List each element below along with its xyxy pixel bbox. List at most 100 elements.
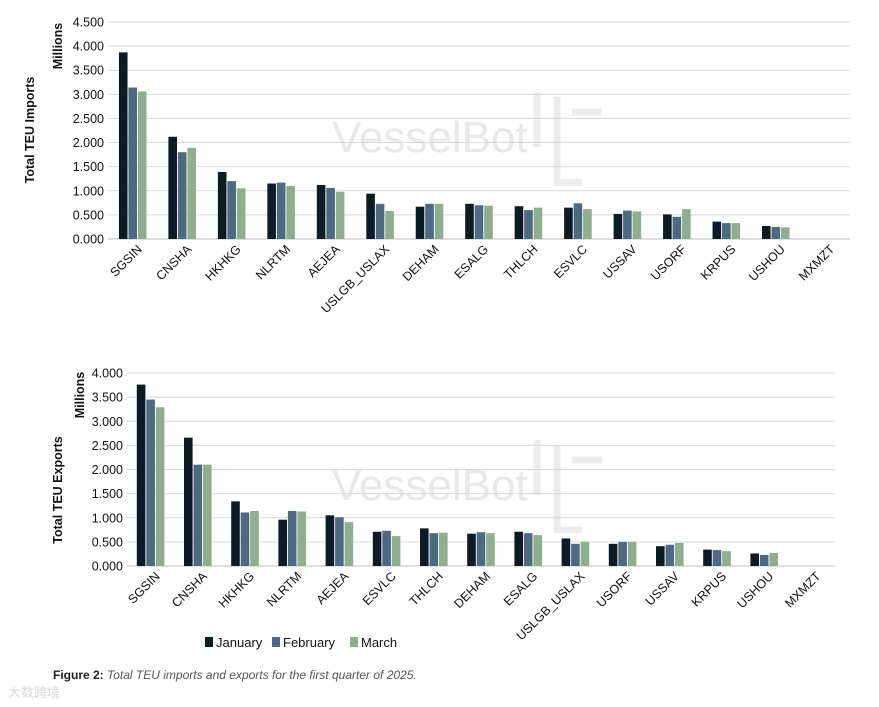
bar-imports-esalg-march: [484, 205, 493, 239]
bar-imports-deham-february: [425, 203, 434, 239]
bar-imports-sgsin-february: [128, 87, 138, 240]
y-tick-label: 3.000: [73, 88, 104, 102]
bar-imports-uslgb_uslax-january: [366, 193, 375, 239]
bar-imports-uslgb_uslax-march: [385, 211, 394, 239]
bar-imports-esvlc-march: [583, 209, 592, 239]
watermark-top: VesselBot: [332, 92, 602, 186]
bar-imports-uslgb_uslax-february: [375, 203, 385, 239]
watermark-text: VesselBot: [332, 113, 528, 162]
bar-imports-nlrtm-january: [267, 183, 276, 239]
x-tick-label: DEHAM: [451, 569, 493, 611]
bar-exports-krpus-january: [703, 549, 712, 566]
bar-exports-uslgb_uslax-january: [561, 538, 571, 566]
x-tick-label: HKHKG: [202, 242, 243, 283]
y-tick-label: 2.000: [73, 136, 104, 150]
y-tick-label: 1.500: [92, 487, 123, 501]
bar-imports-esalg-february: [474, 205, 484, 239]
bar-exports-cnsha-march: [203, 464, 212, 566]
bar-imports-krpus-march: [731, 223, 741, 239]
bar-exports-sgsin-january: [136, 384, 146, 566]
x-tick-label: MXMZT: [782, 569, 824, 611]
x-tick-label: NLRTM: [253, 242, 293, 282]
bar-imports-cnsha-february: [177, 152, 187, 239]
bar-imports-thlch-march: [533, 207, 543, 239]
y-tick-label: 1.000: [73, 184, 104, 198]
caption-text: Total TEU imports and exports for the fi…: [107, 668, 417, 682]
x-tick-label: ESVLC: [551, 242, 590, 281]
x-tick-label: ESALG: [501, 569, 540, 608]
bar-imports-krpus-february: [722, 223, 731, 239]
bar-exports-ushou-january: [750, 553, 759, 566]
watermark-bottom: VesselBot: [332, 440, 602, 534]
x-tick-label: CNSHA: [153, 242, 194, 283]
bar-exports-cnsha-february: [193, 464, 203, 566]
bar-imports-sgsin-march: [137, 91, 147, 239]
imports-units-label: Millions: [51, 23, 65, 70]
bar-imports-aejea-march: [335, 191, 345, 239]
bar-exports-thlch-february: [429, 533, 439, 566]
legend-swatch-february: [272, 637, 280, 647]
bar-exports-uslgb_uslax-march: [580, 541, 590, 566]
bar-imports-sgsin-january: [118, 52, 128, 239]
x-tick-label: THLCH: [501, 242, 540, 281]
bar-exports-esvlc-february: [382, 530, 391, 566]
exports-units-label: Millions: [73, 372, 87, 419]
y-tick-label: 1.000: [92, 511, 123, 525]
bar-imports-thlch-february: [524, 210, 533, 239]
y-tick-label: 3.500: [92, 391, 123, 405]
watermark-logo-icon: [533, 92, 602, 186]
bar-exports-esalg-february: [523, 533, 533, 566]
bar-exports-sgsin-march: [155, 407, 165, 566]
x-tick-label: KRPUS: [698, 242, 738, 282]
bar-exports-aejea-february: [335, 517, 344, 566]
bar-imports-esvlc-february: [573, 203, 583, 239]
bar-exports-esvlc-january: [372, 531, 382, 566]
bar-exports-ushou-february: [759, 554, 769, 566]
bar-exports-thlch-march: [439, 532, 448, 566]
bar-imports-hkhkg-january: [217, 171, 227, 239]
y-tick-label: 0.000: [92, 560, 123, 574]
legend-label-march: March: [361, 635, 397, 650]
x-tick-label: HKHKG: [216, 569, 257, 610]
bar-imports-krpus-january: [712, 221, 722, 239]
x-tick-label: THLCH: [407, 569, 446, 608]
bar-exports-aejea-january: [325, 515, 335, 566]
x-tick-label: USHOU: [734, 569, 776, 611]
bar-exports-hkhkg-january: [231, 501, 240, 566]
x-tick-label: ESVLC: [360, 569, 399, 608]
y-tick-label: 4.000: [73, 40, 104, 54]
y-tick-label: 0.500: [92, 535, 123, 549]
bar-imports-usorf-january: [663, 214, 672, 239]
bar-imports-deham-march: [434, 203, 444, 239]
bar-exports-krpus-march: [722, 551, 731, 566]
figure-caption: Figure 2: Total TEU imports and exports …: [53, 668, 417, 682]
bar-imports-ussav-january: [613, 213, 623, 239]
x-tick-label: MXMZT: [796, 242, 838, 284]
x-tick-label: USSAV: [600, 242, 640, 282]
bar-exports-sgsin-february: [146, 399, 155, 566]
bar-imports-nlrtm-march: [286, 185, 295, 239]
y-tick-label: 1.500: [73, 160, 104, 174]
y-tick-label: 2.000: [92, 463, 123, 477]
bar-exports-ussav-march: [675, 542, 684, 566]
bar-exports-hkhkg-march: [250, 510, 259, 566]
corner-watermark: 大数跨境: [8, 685, 61, 700]
bar-exports-esvlc-march: [391, 536, 401, 566]
bar-exports-usorf-january: [608, 543, 618, 566]
legend-label-january: January: [216, 635, 263, 650]
y-tick-label: 3.500: [73, 64, 104, 78]
x-tick-label: SGSIN: [107, 242, 144, 279]
watermark-text: VesselBot: [332, 461, 528, 510]
x-tick-label: USORF: [594, 569, 635, 610]
bar-exports-krpus-february: [712, 550, 722, 566]
chart-legend: January February March: [205, 635, 397, 650]
legend-swatch-march: [350, 637, 358, 647]
x-tick-label: AEJEA: [305, 242, 343, 280]
legend-swatch-january: [205, 637, 213, 647]
bar-imports-nlrtm-february: [276, 182, 286, 239]
bar-exports-esalg-january: [514, 531, 523, 566]
y-tick-label: 0.500: [73, 208, 104, 222]
x-tick-label: NLRTM: [264, 569, 304, 609]
bar-exports-ussav-february: [665, 544, 675, 566]
bar-imports-usorf-march: [682, 209, 691, 239]
